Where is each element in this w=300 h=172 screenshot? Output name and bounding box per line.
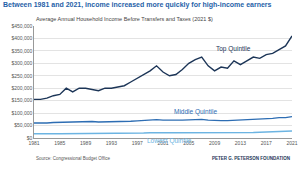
svg-text:1997: 1997 <box>132 140 143 146</box>
svg-text:$0: $0 <box>27 135 33 141</box>
svg-text:$350,000: $350,000 <box>11 48 32 54</box>
svg-text:$300,000: $300,000 <box>11 60 32 66</box>
svg-text:$100,000: $100,000 <box>11 110 32 116</box>
svg-text:1985: 1985 <box>54 140 65 146</box>
svg-text:2013: 2013 <box>235 140 246 146</box>
svg-text:$250,000: $250,000 <box>11 73 32 79</box>
svg-text:$450,000: $450,000 <box>11 23 32 29</box>
svg-text:1989: 1989 <box>80 140 91 146</box>
svg-text:Middle Quintile: Middle Quintile <box>174 108 217 116</box>
svg-text:2021: 2021 <box>286 140 297 146</box>
svg-text:Source: Congressional Budget O: Source: Congressional Budget Office <box>36 156 110 161</box>
svg-text:$50,000: $50,000 <box>14 122 32 128</box>
svg-text:2009: 2009 <box>209 140 220 146</box>
svg-text:Average Annual Household Incom: Average Annual Household Income Before T… <box>36 16 213 22</box>
svg-text:Top Quintile: Top Quintile <box>216 45 251 53</box>
svg-text:PETER G. PETERSON FOUNDATION: PETER G. PETERSON FOUNDATION <box>212 156 290 161</box>
svg-text:$150,000: $150,000 <box>11 97 32 103</box>
svg-text:$200,000: $200,000 <box>11 85 32 91</box>
svg-text:Lowest Quintile: Lowest Quintile <box>147 137 192 145</box>
svg-text:2001: 2001 <box>157 140 168 146</box>
svg-text:Between 1981 and 2021, income: Between 1981 and 2021, income increased … <box>3 1 272 9</box>
svg-text:2017: 2017 <box>261 140 272 146</box>
svg-text:1981: 1981 <box>28 140 39 146</box>
svg-text:2005: 2005 <box>183 140 194 146</box>
svg-text:$400,000: $400,000 <box>11 35 32 41</box>
svg-text:1993: 1993 <box>106 140 117 146</box>
